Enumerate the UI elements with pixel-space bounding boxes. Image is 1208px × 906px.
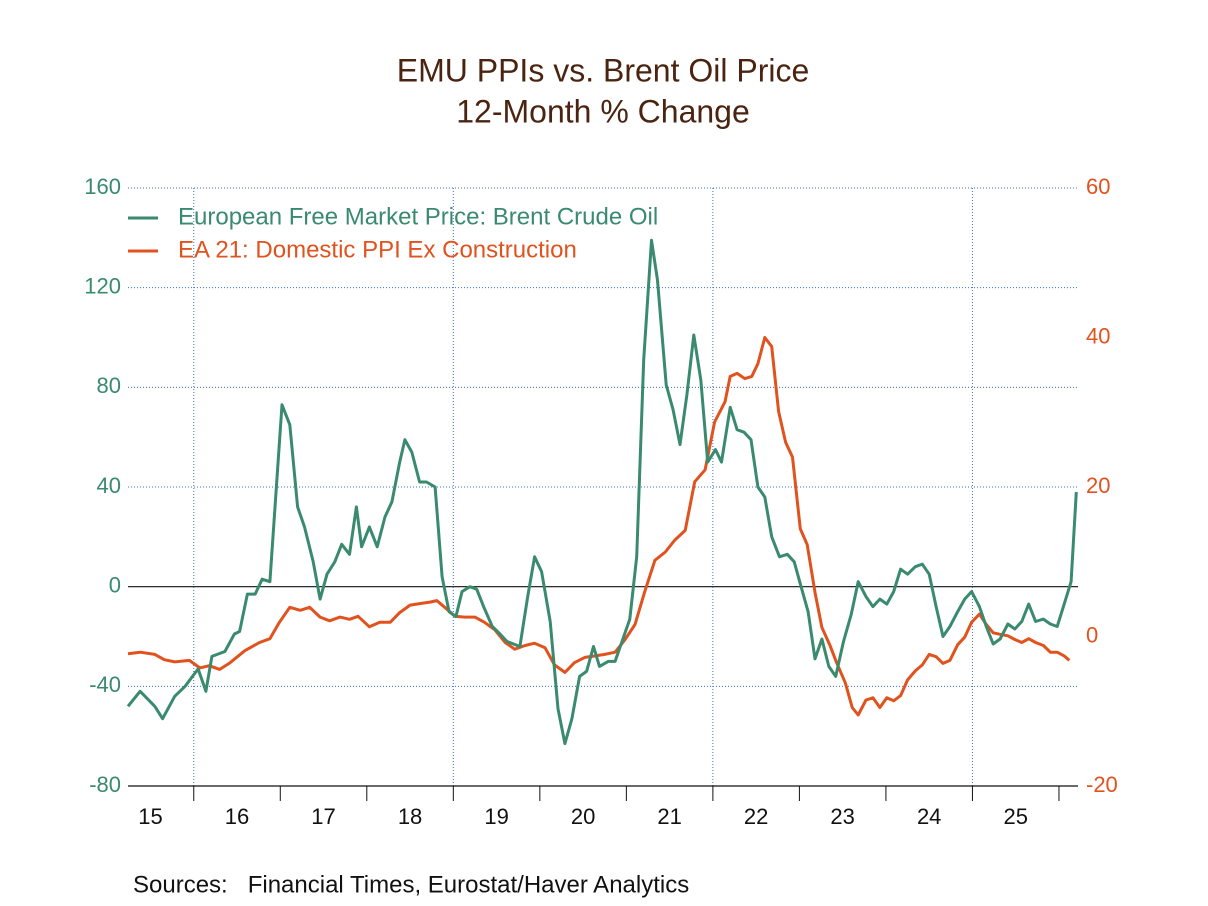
y-tick-label: -40 — [89, 672, 121, 697]
series-line — [126, 238, 1078, 746]
y-tick-label: 120 — [84, 273, 121, 298]
source-note: Sources: Financial Times, Eurostat/Haver… — [133, 871, 689, 898]
chart-subtitle: 12-Month % Change — [456, 93, 750, 129]
x-tick-label: 24 — [917, 804, 941, 829]
x-tick-label: 16 — [225, 804, 249, 829]
y2-tick-label: 40 — [1086, 323, 1110, 348]
chart-title: EMU PPIs vs. Brent Oil Price — [397, 52, 810, 88]
x-tick-label: 23 — [830, 804, 854, 829]
y2-tick-label: 60 — [1086, 174, 1110, 199]
x-tick-label: 19 — [484, 804, 508, 829]
x-tick-label: 18 — [398, 804, 422, 829]
x-tick-label: 17 — [311, 804, 335, 829]
x-tick-label: 21 — [657, 804, 681, 829]
legend-label: EA 21: Domestic PPI Ex Construction — [178, 236, 577, 263]
y-tick-label: 40 — [97, 473, 121, 498]
y2-tick-label: 0 — [1086, 622, 1098, 647]
y2-tick-label: -20 — [1086, 772, 1118, 797]
series-line — [127, 336, 1071, 717]
x-tick-label: 25 — [1003, 804, 1027, 829]
x-tick-label: 20 — [571, 804, 595, 829]
y-tick-label: 160 — [84, 174, 121, 199]
y2-tick-label: 20 — [1086, 473, 1110, 498]
y-tick-label: 80 — [97, 373, 121, 398]
x-tick-label: 15 — [138, 804, 162, 829]
y-tick-label: 0 — [109, 572, 121, 597]
y-tick-label: -80 — [89, 772, 121, 797]
legend-label: European Free Market Price: Brent Crude … — [178, 203, 658, 230]
x-tick-label: 22 — [744, 804, 768, 829]
